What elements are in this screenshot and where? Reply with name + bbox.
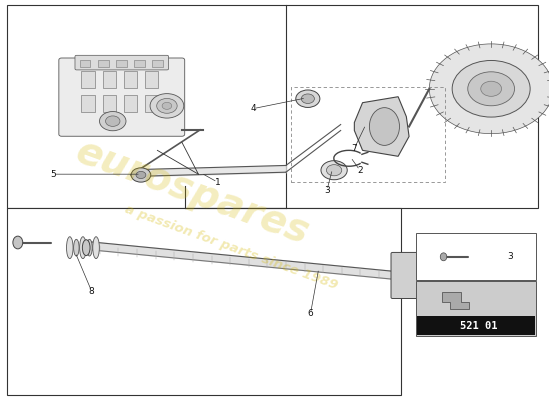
Text: 1: 1 <box>214 178 221 187</box>
Bar <box>292 87 444 182</box>
Bar <box>145 71 158 88</box>
Text: 4: 4 <box>250 104 256 113</box>
FancyBboxPatch shape <box>391 252 425 298</box>
Bar <box>7 208 401 395</box>
Ellipse shape <box>82 240 90 256</box>
Ellipse shape <box>87 239 92 256</box>
Bar <box>145 95 158 112</box>
Polygon shape <box>354 97 409 156</box>
Circle shape <box>430 44 550 134</box>
FancyBboxPatch shape <box>75 55 168 70</box>
Text: eurospares: eurospares <box>71 132 315 252</box>
Ellipse shape <box>80 237 86 258</box>
Text: 5: 5 <box>51 170 56 179</box>
Circle shape <box>131 168 151 182</box>
Circle shape <box>157 98 177 113</box>
Circle shape <box>321 161 347 180</box>
Bar <box>80 60 91 68</box>
Text: 7: 7 <box>351 144 357 153</box>
Circle shape <box>106 116 120 126</box>
Bar <box>417 316 535 335</box>
Bar <box>116 60 127 68</box>
Ellipse shape <box>13 236 23 249</box>
Circle shape <box>296 90 320 108</box>
Bar <box>81 71 95 88</box>
Circle shape <box>327 165 342 176</box>
Bar <box>81 95 95 112</box>
Text: 3: 3 <box>324 186 330 194</box>
Circle shape <box>162 102 172 109</box>
Circle shape <box>150 94 184 118</box>
Circle shape <box>452 60 530 117</box>
Circle shape <box>301 94 315 104</box>
FancyBboxPatch shape <box>416 281 536 336</box>
FancyBboxPatch shape <box>421 246 449 304</box>
Text: 2: 2 <box>357 166 362 175</box>
Polygon shape <box>89 242 395 280</box>
Text: a passion for parts since 1989: a passion for parts since 1989 <box>123 203 339 292</box>
Bar <box>134 60 145 68</box>
Circle shape <box>468 72 515 106</box>
Text: 8: 8 <box>89 287 95 296</box>
Circle shape <box>100 112 126 131</box>
Polygon shape <box>442 292 469 309</box>
Bar <box>152 60 163 68</box>
Text: 6: 6 <box>307 309 314 318</box>
Text: 521 01: 521 01 <box>460 320 498 330</box>
Bar <box>124 95 137 112</box>
Bar <box>98 60 108 68</box>
Bar <box>102 95 116 112</box>
Circle shape <box>481 81 502 96</box>
Bar <box>102 71 116 88</box>
FancyBboxPatch shape <box>416 233 536 280</box>
Ellipse shape <box>440 253 447 261</box>
Bar <box>124 71 137 88</box>
Ellipse shape <box>67 237 73 258</box>
Ellipse shape <box>74 239 79 256</box>
Ellipse shape <box>93 237 100 258</box>
Text: 3: 3 <box>508 252 513 261</box>
Circle shape <box>136 171 146 178</box>
Ellipse shape <box>370 108 399 145</box>
FancyBboxPatch shape <box>59 58 185 136</box>
Bar <box>7 5 538 208</box>
